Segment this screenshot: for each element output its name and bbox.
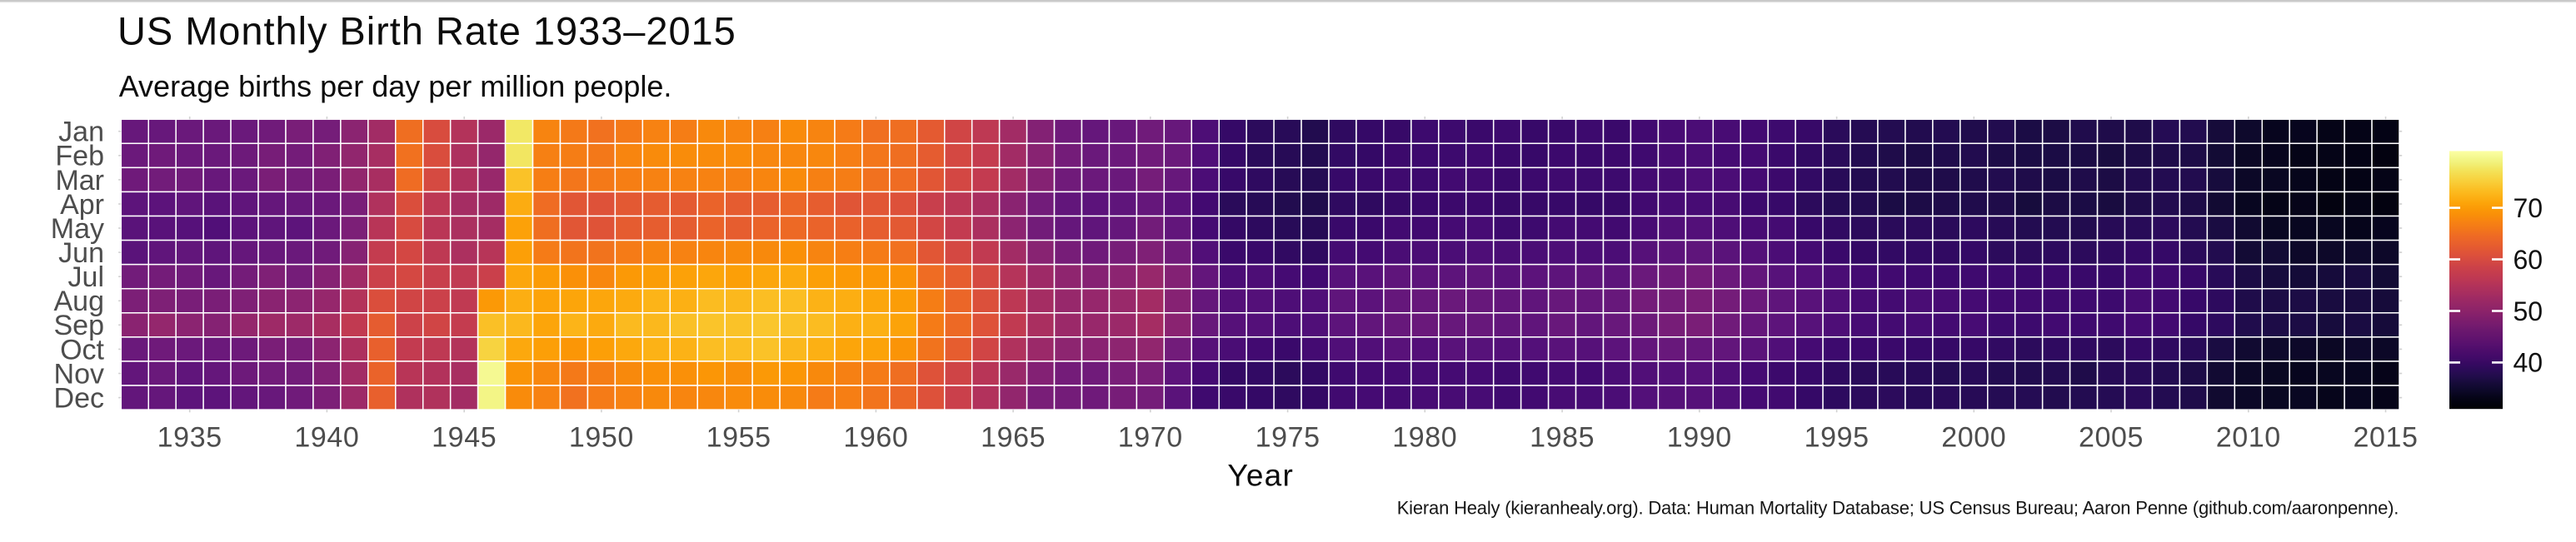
svg-text:Aug: Aug bbox=[54, 286, 105, 317]
svg-text:1955: 1955 bbox=[706, 422, 771, 454]
svg-text:Jul: Jul bbox=[68, 261, 104, 293]
svg-text:1940: 1940 bbox=[294, 422, 359, 454]
svg-text:Kieran Healy (kieranhealy.org): Kieran Healy (kieranhealy.org). Data: Hu… bbox=[1397, 498, 2399, 519]
svg-text:Jun: Jun bbox=[58, 237, 104, 269]
svg-text:1975: 1975 bbox=[1256, 422, 1320, 454]
svg-text:Apr: Apr bbox=[60, 189, 104, 221]
svg-text:Oct: Oct bbox=[60, 334, 104, 365]
svg-text:Year: Year bbox=[1227, 458, 1294, 492]
svg-text:2015: 2015 bbox=[2353, 422, 2418, 454]
svg-text:Jan: Jan bbox=[58, 117, 104, 148]
svg-text:Feb: Feb bbox=[55, 141, 104, 172]
svg-text:2010: 2010 bbox=[2216, 422, 2281, 454]
svg-text:60: 60 bbox=[2514, 245, 2544, 275]
svg-text:Average births per day per mil: Average births per day per million peopl… bbox=[119, 69, 672, 103]
svg-text:Dec: Dec bbox=[54, 383, 104, 415]
svg-text:1980: 1980 bbox=[1392, 422, 1457, 454]
svg-text:1935: 1935 bbox=[157, 422, 222, 454]
svg-text:50: 50 bbox=[2514, 296, 2544, 326]
svg-text:70: 70 bbox=[2514, 193, 2544, 223]
svg-text:1950: 1950 bbox=[569, 422, 634, 454]
svg-text:1945: 1945 bbox=[432, 422, 497, 454]
svg-text:1995: 1995 bbox=[1805, 422, 1870, 454]
svg-text:1970: 1970 bbox=[1118, 422, 1183, 454]
svg-text:Mar: Mar bbox=[55, 165, 104, 196]
svg-text:1990: 1990 bbox=[1667, 422, 1732, 454]
svg-text:US Monthly Birth Rate 1933–201: US Monthly Birth Rate 1933–2015 bbox=[117, 9, 736, 53]
svg-text:40: 40 bbox=[2514, 348, 2544, 378]
svg-text:May: May bbox=[51, 213, 104, 245]
svg-text:Sep: Sep bbox=[54, 310, 105, 341]
svg-text:1985: 1985 bbox=[1530, 422, 1595, 454]
svg-text:2000: 2000 bbox=[1941, 422, 2006, 454]
svg-text:1960: 1960 bbox=[843, 422, 908, 454]
svg-text:1965: 1965 bbox=[981, 422, 1046, 454]
svg-text:Nov: Nov bbox=[54, 358, 104, 390]
svg-text:2005: 2005 bbox=[2079, 422, 2144, 454]
